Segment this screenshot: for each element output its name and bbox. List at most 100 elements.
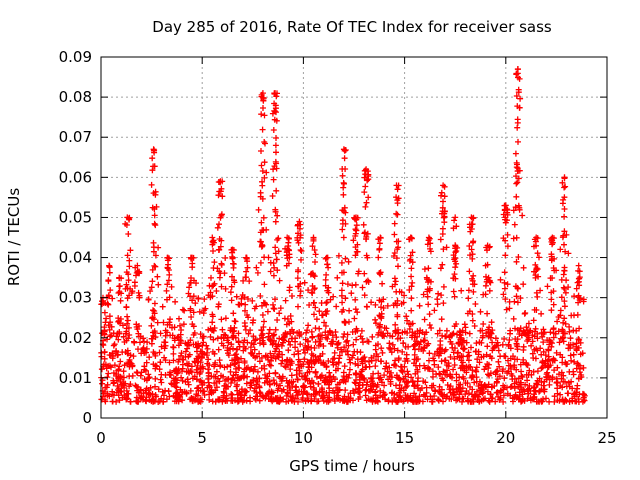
data-point <box>334 274 341 281</box>
data-point <box>188 314 195 320</box>
data-point <box>193 366 200 373</box>
data-point <box>319 312 325 319</box>
data-point <box>320 343 327 349</box>
data-point <box>263 169 270 176</box>
data-point <box>299 396 305 403</box>
data-point <box>391 345 398 352</box>
data-point <box>276 335 283 342</box>
data-point <box>332 329 339 335</box>
data-point <box>263 375 270 382</box>
data-point <box>378 329 384 336</box>
data-point <box>125 271 132 278</box>
data-point <box>439 231 446 237</box>
data-point <box>274 236 281 243</box>
data-point <box>510 353 516 360</box>
data-point <box>415 346 422 352</box>
data-point <box>363 252 370 259</box>
data-point <box>517 295 524 302</box>
data-point <box>343 339 350 345</box>
data-point <box>475 351 482 358</box>
data-point <box>317 353 323 360</box>
data-point <box>227 346 234 353</box>
data-point <box>101 324 108 331</box>
data-point <box>468 246 475 253</box>
data-point <box>381 372 388 379</box>
data-point <box>485 333 492 340</box>
data-point <box>288 372 295 379</box>
data-point <box>327 296 334 303</box>
data-point <box>216 274 223 281</box>
data-point <box>534 266 541 272</box>
data-point <box>279 351 286 358</box>
data-point <box>222 255 229 261</box>
data-point <box>462 324 469 331</box>
y-axis-label: ROTI / TECUs <box>5 188 23 286</box>
data-point <box>170 380 177 387</box>
data-point <box>345 342 352 349</box>
data-point <box>498 388 504 395</box>
data-point <box>132 382 139 389</box>
data-point <box>120 333 127 340</box>
data-point <box>131 338 137 345</box>
data-point <box>525 336 532 343</box>
data-point <box>215 301 222 308</box>
data-point <box>217 178 224 185</box>
data-point <box>259 126 266 133</box>
data-point <box>230 372 237 379</box>
data-point <box>288 360 295 367</box>
data-point <box>425 234 432 241</box>
data-point <box>215 247 222 253</box>
data-point <box>565 390 572 397</box>
data-point <box>106 262 113 269</box>
data-point <box>310 234 317 241</box>
data-point <box>435 388 442 395</box>
data-point <box>479 334 486 341</box>
data-point <box>190 309 197 316</box>
data-point <box>575 344 582 351</box>
data-point <box>408 265 415 272</box>
data-point <box>438 316 445 323</box>
data-point <box>113 377 120 384</box>
data-point <box>499 341 506 348</box>
data-point <box>295 361 302 368</box>
data-point <box>208 274 214 281</box>
data-point <box>308 289 315 296</box>
data-point <box>399 348 406 355</box>
data-point <box>350 237 357 244</box>
data-point <box>378 304 384 311</box>
data-point <box>341 377 348 384</box>
data-point <box>478 354 485 361</box>
data-point <box>295 239 302 246</box>
data-point <box>222 285 229 292</box>
data-point <box>447 383 454 390</box>
data-point <box>352 252 359 259</box>
data-point <box>127 381 134 388</box>
y-tick-label: 0.07 <box>59 128 92 146</box>
data-point <box>425 364 432 371</box>
data-point <box>317 375 324 382</box>
data-point <box>520 386 527 393</box>
data-point <box>190 341 197 348</box>
data-point <box>399 329 406 336</box>
data-point <box>563 277 570 284</box>
data-point <box>185 368 192 375</box>
data-point <box>245 296 251 302</box>
data-point <box>152 263 159 270</box>
data-point <box>258 332 265 339</box>
data-point <box>229 391 236 398</box>
data-point <box>403 379 410 386</box>
data-point <box>279 357 286 364</box>
data-point <box>140 335 147 342</box>
y-tick-label: 0.06 <box>59 168 92 186</box>
data-point <box>393 372 400 379</box>
data-point <box>242 274 249 281</box>
data-point <box>357 394 363 400</box>
x-tick-label: 20 <box>496 429 515 447</box>
data-point <box>125 324 132 331</box>
data-point <box>469 317 476 324</box>
data-point <box>241 294 248 301</box>
data-point <box>293 395 299 402</box>
data-point <box>335 365 341 372</box>
data-point <box>264 308 271 315</box>
data-point <box>312 358 319 365</box>
